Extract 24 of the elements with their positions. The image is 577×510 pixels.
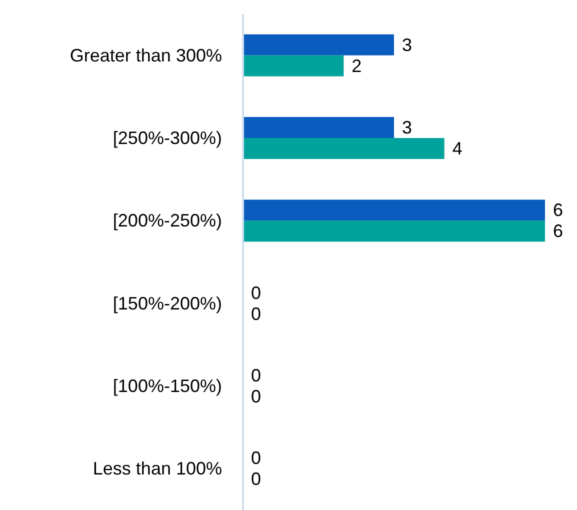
bar xyxy=(244,55,344,76)
bar xyxy=(244,34,394,56)
data-label: 2 xyxy=(352,56,362,76)
y-tick-label: [250%-300%) xyxy=(112,128,222,148)
data-label: 0 xyxy=(251,386,262,406)
data-label: 0 xyxy=(251,282,262,303)
data-label: 3 xyxy=(402,34,412,55)
bar xyxy=(244,220,545,242)
bar xyxy=(244,138,444,159)
data-label: 6 xyxy=(553,200,564,220)
data-label: 0 xyxy=(251,366,262,386)
bar xyxy=(244,200,545,221)
y-tick-label: [100%-150%) xyxy=(112,376,222,396)
y-tick-label: [150%-200%) xyxy=(112,293,222,314)
data-label: 0 xyxy=(251,304,262,324)
data-label: 0 xyxy=(251,448,262,468)
bar xyxy=(244,117,394,138)
data-label: 0 xyxy=(251,469,262,490)
data-label: 3 xyxy=(402,118,412,138)
y-tick-label: [200%-250%) xyxy=(112,210,222,231)
y-tick-label: Greater than 300% xyxy=(70,45,222,66)
y-tick-label: Less than 100% xyxy=(92,458,222,479)
data-label: 6 xyxy=(553,221,564,242)
data-label: 4 xyxy=(452,138,462,158)
